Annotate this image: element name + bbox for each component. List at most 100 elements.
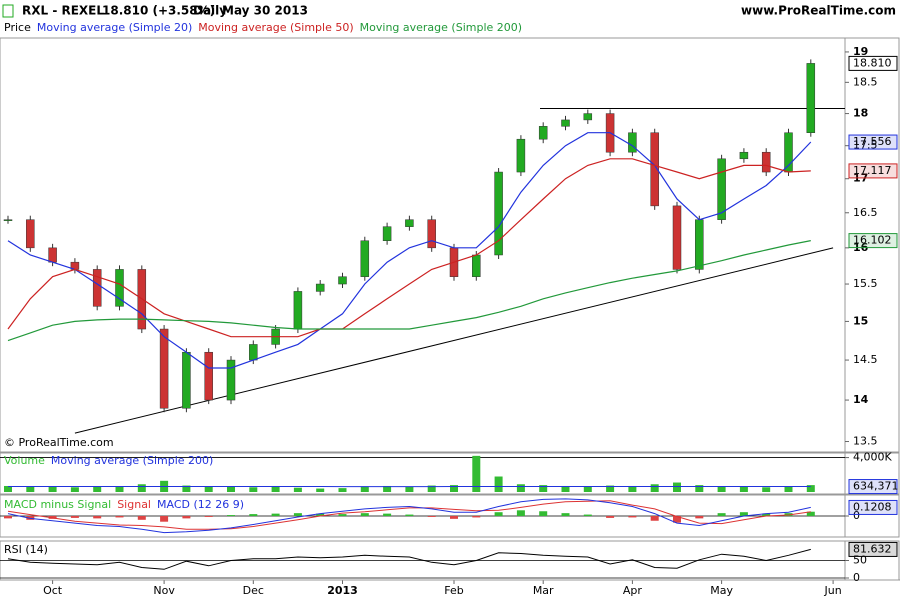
series-line	[7, 498, 811, 534]
bar	[249, 514, 258, 516]
bar	[695, 485, 704, 492]
legend-entry: Price	[4, 21, 31, 34]
bar	[293, 513, 302, 516]
legend-entry: MACD (12 26 9)	[157, 498, 244, 511]
bar	[762, 487, 771, 492]
bar	[628, 516, 637, 518]
bar	[673, 482, 681, 492]
copyright: © ProRealTime.com	[4, 436, 114, 449]
candle	[293, 291, 303, 330]
bar	[717, 513, 726, 516]
bar	[4, 516, 12, 519]
bar	[539, 485, 548, 492]
candle	[405, 219, 414, 227]
last-value-label: 0.1208	[853, 500, 892, 513]
legend-entry: Moving average (Simple 50)	[198, 21, 353, 34]
site: www.ProRealTime.com	[741, 4, 896, 18]
candle	[382, 226, 392, 241]
bar	[739, 512, 748, 516]
candle	[717, 158, 726, 220]
last-value-label: 81.632	[853, 542, 892, 555]
bar	[383, 513, 392, 516]
y-tick-label: 0	[853, 509, 860, 522]
bar	[472, 516, 481, 518]
y-tick-label: 13.5	[853, 435, 878, 448]
candle	[761, 151, 771, 173]
x-tick-label: Oct	[43, 584, 63, 597]
bar	[182, 485, 191, 492]
y-tick-label: 15.5	[853, 277, 878, 290]
candle	[561, 119, 570, 127]
y-tick-label: 14	[853, 393, 869, 406]
bar	[806, 485, 815, 492]
bar	[650, 516, 659, 521]
last-value-box	[848, 499, 898, 515]
candle	[583, 113, 593, 121]
bar	[338, 514, 347, 516]
bar	[338, 488, 347, 492]
bar	[115, 487, 124, 492]
bar	[427, 516, 436, 517]
bar	[316, 488, 325, 492]
bar	[70, 487, 79, 492]
y-tick-label: 14.5	[853, 353, 878, 366]
bar	[516, 484, 525, 492]
candle	[806, 63, 816, 133]
legend-entry: Volume	[4, 454, 45, 467]
bar	[70, 516, 79, 518]
bar	[450, 516, 458, 519]
candle	[3, 219, 13, 221]
candle	[204, 351, 213, 401]
bar	[182, 516, 191, 519]
x-tick-label: Nov	[153, 584, 175, 597]
last-value-label: 634,371	[853, 480, 899, 493]
last-value-box	[848, 55, 898, 71]
candle	[695, 219, 704, 270]
x-tick-label: Feb	[444, 584, 463, 597]
legend-entry: MACD minus Signal	[4, 498, 111, 511]
candle	[92, 269, 102, 307]
logo	[2, 4, 14, 18]
candle	[159, 328, 169, 409]
last-value-box	[848, 541, 898, 557]
bar	[4, 485, 12, 492]
last-value-box	[848, 163, 898, 179]
bar	[227, 515, 235, 516]
x-tick-label: 2013	[327, 584, 358, 597]
last-value-label: 16.102	[853, 234, 892, 247]
last-value-box	[848, 479, 898, 495]
x-tick-label: Apr	[623, 584, 643, 597]
y-tick-label: 18	[853, 107, 868, 120]
bar	[561, 513, 570, 516]
y-tick-label: 16.5	[853, 206, 878, 219]
series-line	[7, 132, 812, 369]
series-line	[7, 158, 811, 338]
y-tick-label: 15	[853, 314, 868, 327]
bar	[360, 513, 369, 516]
trend-line	[74, 247, 834, 434]
y-tick-label: 4,000K	[853, 451, 892, 464]
candle	[427, 219, 436, 249]
candle	[360, 240, 370, 277]
pane-frame	[0, 494, 900, 538]
bar	[26, 486, 35, 492]
y-tick-label: 19	[853, 45, 868, 58]
bar	[93, 486, 102, 492]
bar	[405, 486, 414, 492]
bar	[561, 485, 570, 492]
bar	[227, 486, 235, 492]
candle	[628, 132, 637, 153]
bar	[93, 516, 102, 519]
candle	[538, 126, 548, 140]
quote: 18.810 (+3.58%)	[102, 4, 215, 18]
candle	[472, 254, 481, 277]
bar	[316, 513, 325, 516]
bar	[405, 514, 414, 516]
last-value-label: 18.810	[853, 56, 892, 69]
candle	[516, 138, 526, 173]
candle	[115, 269, 124, 307]
x-tick-label: Mar	[533, 584, 554, 597]
series-line	[7, 240, 811, 342]
